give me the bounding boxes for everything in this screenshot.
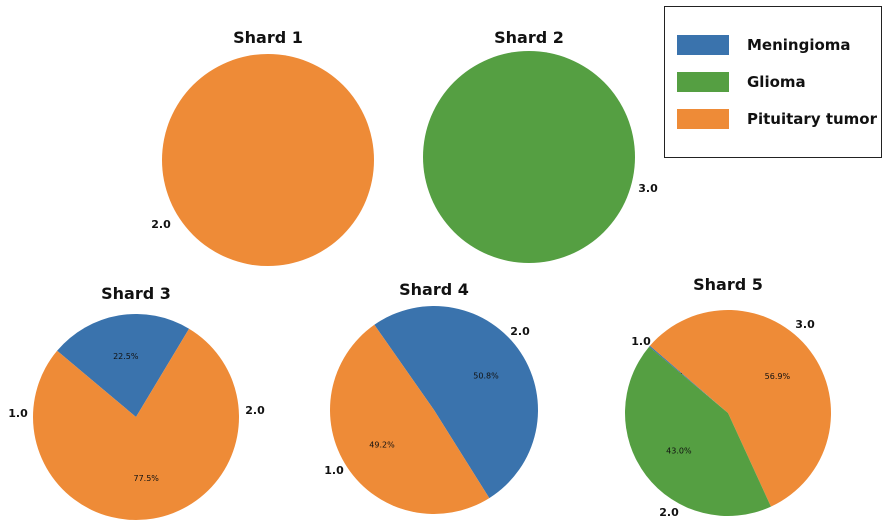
legend-item-meningioma: Meningioma	[677, 34, 851, 56]
legend-swatch-pituitary-tumor	[677, 109, 729, 129]
pie-slice-3-0	[423, 51, 635, 263]
slice-percent-label: 56.9%	[765, 372, 791, 381]
chart-title: Shard 5	[693, 275, 763, 294]
slice-percent-label: 50.8%	[473, 372, 499, 381]
pie-slice-2-0	[162, 54, 374, 266]
slice-label: 3.0	[638, 182, 658, 195]
slice-label: 3.0	[795, 318, 815, 331]
slice-percent-label: 77.5%	[133, 474, 159, 483]
pie-slice-2-0	[330, 324, 490, 515]
slice-label: 1.0	[324, 464, 344, 477]
slice-label: 2.0	[659, 506, 679, 519]
pie-slice-1-0	[649, 345, 728, 413]
pie-slice-2-0	[649, 309, 831, 507]
chart-title: Shard 1	[233, 28, 303, 47]
pie-chart-2: Shard 2 3.0	[423, 28, 658, 263]
chart-title: Shard 3	[101, 284, 171, 303]
chart-title: Shard 2	[494, 28, 564, 47]
legend-swatch-glioma	[677, 72, 729, 92]
pie-slice-1-0	[57, 314, 190, 417]
slice-percent-label: 0.2%	[671, 369, 692, 378]
legend-item-pituitary-tumor: Pituitary tumor	[677, 108, 877, 130]
slice-label: 1.0	[8, 407, 28, 420]
slice-label: 2.0	[245, 404, 265, 417]
pie-slice-2-0	[32, 328, 240, 521]
legend-swatch-meningioma	[677, 35, 729, 55]
legend: Meningioma Glioma Pituitary tumor	[664, 6, 882, 158]
pie-chart-3: Shard 3 1.0 22.5% 2.0 77.5%	[8, 284, 265, 521]
slice-label: 2.0	[510, 325, 530, 338]
pie-slice-1-0	[374, 306, 538, 499]
slice-label: 2.0	[151, 218, 171, 231]
pie-chart-1: Shard 1 2.0	[151, 28, 374, 266]
pie-chart-5: Shard 5 1.0 0.2% 2.0 56.9% 3.0 43.0%	[625, 275, 831, 519]
legend-label-glioma: Glioma	[747, 73, 806, 91]
pie-slice-3-0	[625, 346, 771, 516]
pie-chart-4: Shard 4 1.0 50.8% 2.0 49.2%	[324, 280, 538, 515]
legend-label-pituitary-tumor: Pituitary tumor	[747, 110, 877, 128]
slice-percent-label: 49.2%	[369, 440, 395, 449]
slice-percent-label: 22.5%	[113, 352, 139, 361]
slice-label: 1.0	[631, 335, 651, 348]
legend-label-meningioma: Meningioma	[747, 36, 851, 54]
legend-item-glioma: Glioma	[677, 71, 806, 93]
chart-title: Shard 4	[399, 280, 469, 299]
slice-percent-label: 43.0%	[666, 446, 692, 455]
